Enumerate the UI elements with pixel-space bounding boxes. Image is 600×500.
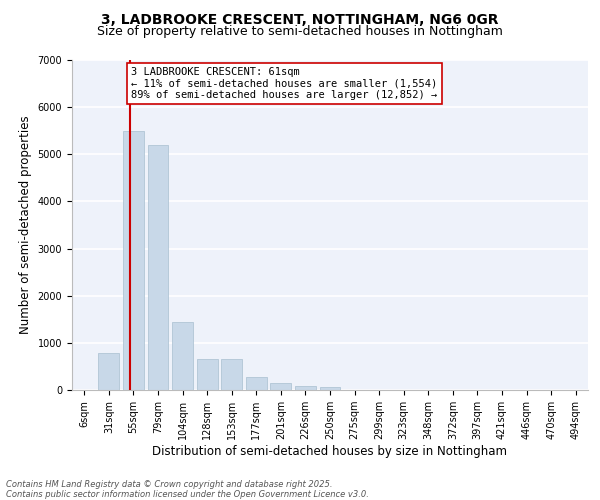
Bar [221,360,242,390]
Bar [172,322,193,390]
Text: 3, LADBROOKE CRESCENT, NOTTINGHAM, NG6 0GR: 3, LADBROOKE CRESCENT, NOTTINGHAM, NG6 0… [101,12,499,26]
Bar [295,386,316,390]
X-axis label: Distribution of semi-detached houses by size in Nottingham: Distribution of semi-detached houses by … [152,445,508,458]
Text: Size of property relative to semi-detached houses in Nottingham: Size of property relative to semi-detach… [97,25,503,38]
Bar [197,360,218,390]
Bar [271,383,292,390]
Bar [123,130,144,390]
Text: 3 LADBROOKE CRESCENT: 61sqm
← 11% of semi-detached houses are smaller (1,554)
89: 3 LADBROOKE CRESCENT: 61sqm ← 11% of sem… [131,67,438,100]
Y-axis label: Number of semi-detached properties: Number of semi-detached properties [19,116,32,334]
Bar [98,353,119,390]
Bar [320,386,340,390]
Text: Contains HM Land Registry data © Crown copyright and database right 2025.
Contai: Contains HM Land Registry data © Crown c… [6,480,369,500]
Bar [148,145,169,390]
Bar [246,377,267,390]
